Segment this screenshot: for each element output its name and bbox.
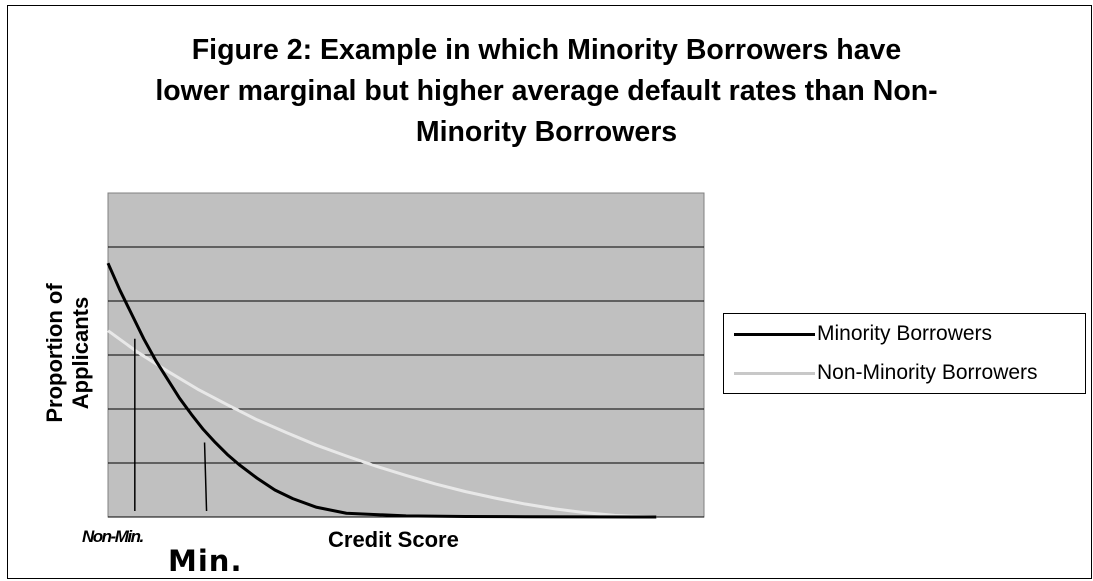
series-line-minority bbox=[106, 262, 657, 519]
annotation-lines bbox=[134, 338, 208, 512]
annotation-label-min: Min. bbox=[168, 544, 243, 578]
x-axis-label: Credit Score bbox=[328, 527, 459, 552]
chart-title-line-2: lower marginal but higher average defaul… bbox=[155, 75, 938, 107]
annotation-line-min bbox=[203, 442, 208, 512]
legend-swatch-minority bbox=[734, 332, 815, 336]
legend-item-non-minority: Non-Minority Borrowers bbox=[734, 358, 1038, 388]
chart-title-line-1: Figure 2: Example in which Minority Borr… bbox=[191, 34, 902, 66]
legend-item-minority: Minority Borrowers bbox=[734, 319, 992, 349]
legend-label-minority: Minority Borrowers bbox=[817, 322, 993, 345]
legend-swatch-non-minority bbox=[734, 371, 815, 375]
legend: Minority Borrowers Non-Minority Borrower… bbox=[723, 313, 1086, 394]
legend-label-non-minority: Non-Minority Borrowers bbox=[817, 361, 1038, 384]
series-line-non-minority bbox=[107, 329, 657, 519]
series-lines bbox=[106, 262, 657, 519]
annotation-label-non-min: Non-Min. bbox=[82, 527, 144, 546]
chart-title: Figure 2: Example in which Minority Borr… bbox=[100, 30, 993, 153]
y-axis-label: Proportion of Applicants bbox=[42, 283, 94, 422]
y-axis-label-line-1: Proportion of bbox=[42, 283, 67, 423]
chart-title-line-3: Minority Borrowers bbox=[415, 116, 678, 148]
y-axis-label-line-2: Applicants bbox=[68, 296, 93, 410]
